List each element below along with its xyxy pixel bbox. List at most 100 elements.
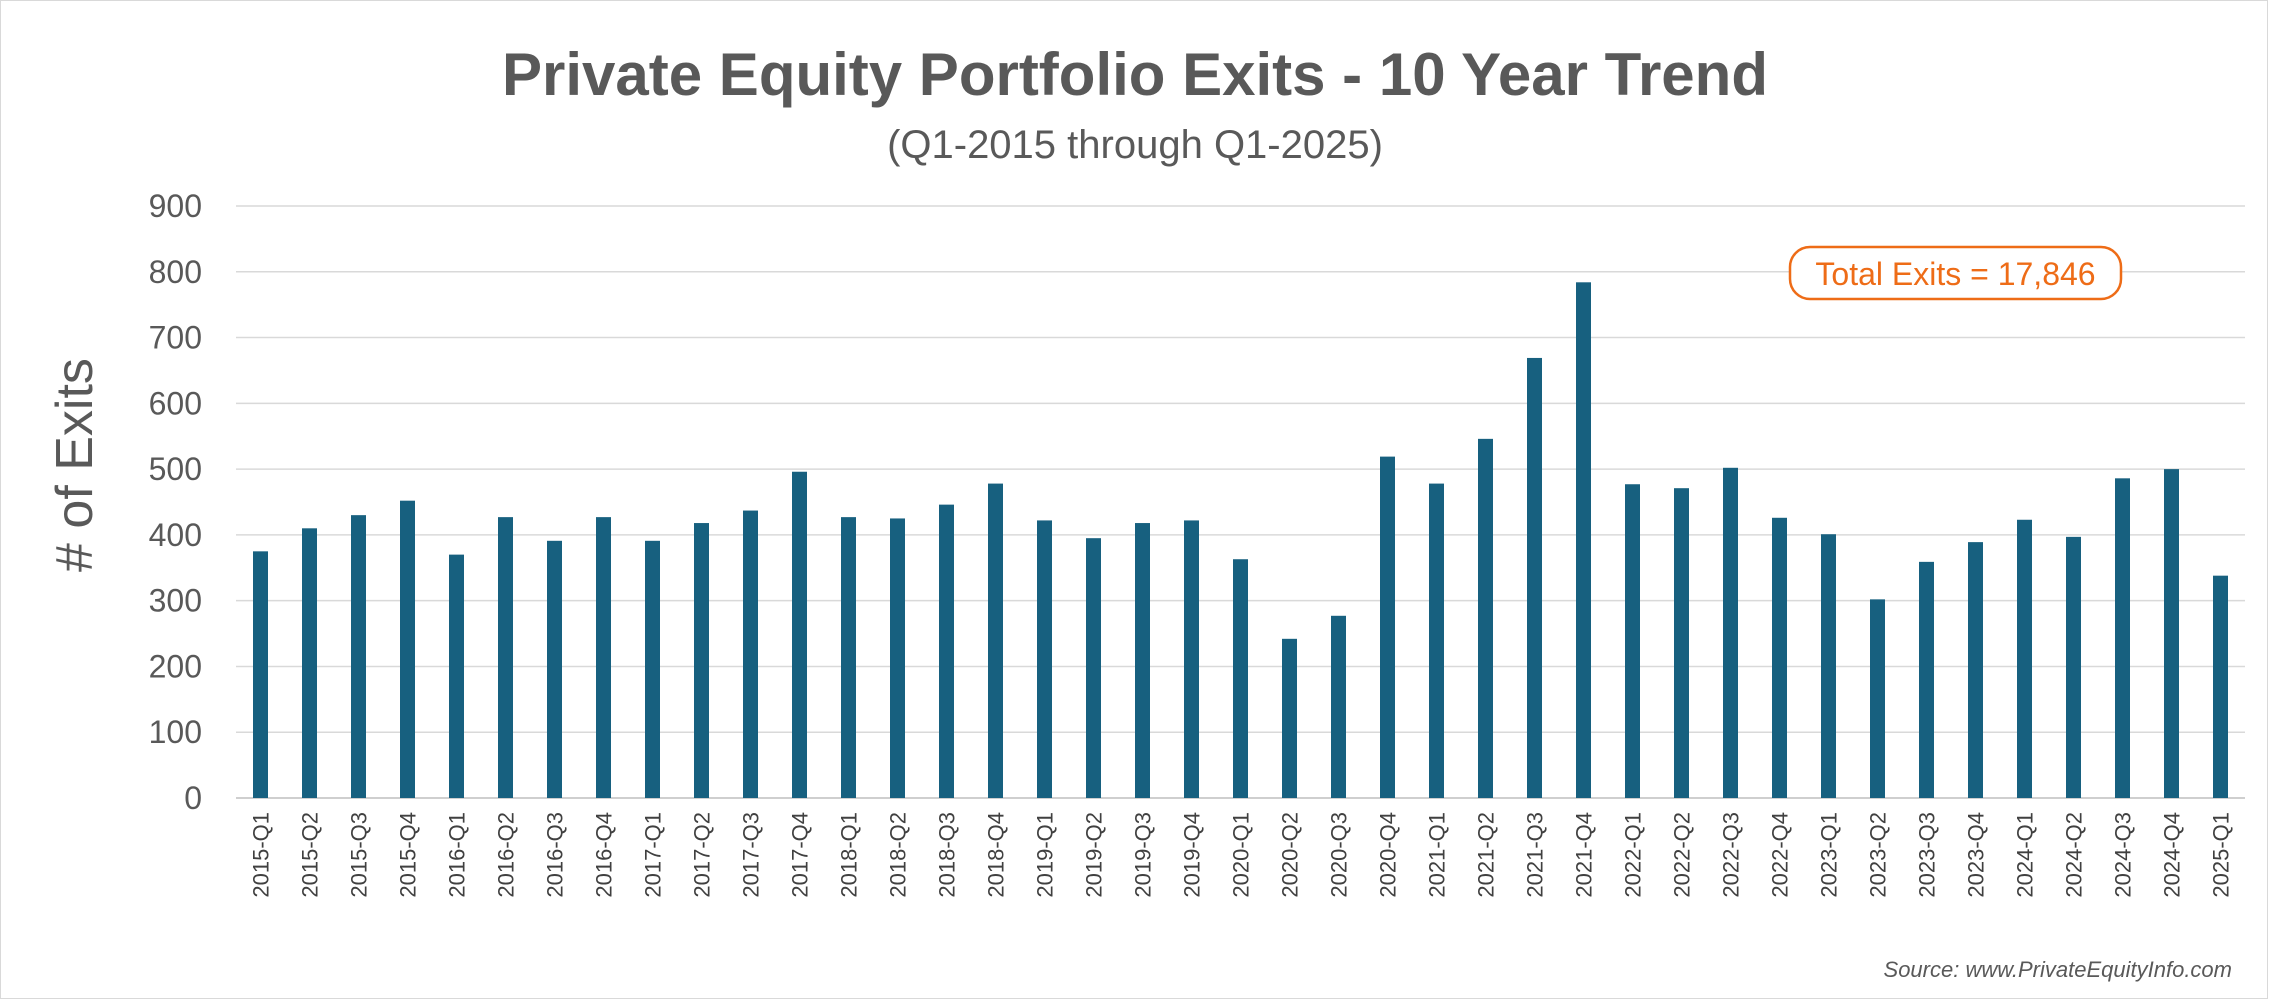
x-tick-label: 2015-Q4 xyxy=(396,812,421,898)
x-tick-label: 2019-Q1 xyxy=(1033,812,1058,898)
x-tick-label: 2019-Q4 xyxy=(1180,812,1205,898)
bar xyxy=(596,517,611,798)
annotation: Total Exits = 17,846 xyxy=(1788,245,2123,301)
x-tick-label: 2022-Q2 xyxy=(1670,812,1695,898)
y-tick-label: 200 xyxy=(149,648,202,684)
annotation-box xyxy=(1788,245,2123,301)
x-tick-label: 2021-Q1 xyxy=(1425,812,1450,898)
x-tick-label: 2022-Q1 xyxy=(1621,812,1646,898)
x-tick-label: 2017-Q1 xyxy=(641,812,666,898)
x-tick-label: 2023-Q3 xyxy=(1915,812,1940,898)
bar xyxy=(449,554,464,798)
x-tick-label: 2017-Q4 xyxy=(788,812,813,898)
x-tick-labels: 2015-Q1 2015-Q2 2015-Q3 2015-Q4 2016-Q1 2016-… xyxy=(249,812,2234,898)
bar xyxy=(1870,599,1885,798)
bar xyxy=(1576,282,1591,798)
y-tick-label: 500 xyxy=(149,451,202,487)
x-tick-label: 2022-Q4 xyxy=(1768,812,1793,898)
source-note: Source: www.PrivateEquityInfo.com xyxy=(1883,957,2232,982)
x-tick-label: 2024-Q1 xyxy=(2013,812,2038,898)
bar xyxy=(2017,519,2032,798)
y-tick-label: 400 xyxy=(149,517,202,553)
x-tick-label: 2015-Q1 xyxy=(249,812,274,898)
bar xyxy=(1625,484,1640,798)
y-tick-label: 800 xyxy=(149,254,202,290)
x-tick-label: 2020-Q1 xyxy=(1229,812,1254,898)
x-tick-label: 2017-Q2 xyxy=(690,812,715,898)
x-tick-label: 2016-Q4 xyxy=(592,812,617,898)
bar xyxy=(1184,520,1199,798)
bar xyxy=(302,528,317,798)
chart-subtitle: (Q1-2015 through Q1-2025) xyxy=(887,123,1383,167)
x-tick-label: 2019-Q3 xyxy=(1131,812,1156,898)
chart-title: Private Equity Portfolio Exits - 10 Year… xyxy=(502,41,1768,108)
x-tick-label: 2020-Q4 xyxy=(1376,812,1401,898)
bar xyxy=(694,523,709,798)
x-tick-label: 2015-Q2 xyxy=(298,812,323,898)
x-tick-label: 2018-Q4 xyxy=(984,812,1009,898)
bar xyxy=(1919,561,1934,798)
bar xyxy=(792,471,807,798)
bar xyxy=(1723,467,1738,798)
bar xyxy=(1772,517,1787,798)
x-tick-label: 2021-Q3 xyxy=(1523,812,1548,898)
y-tick-labels: 0 100 200 300 400 500 600 700 800 900 xyxy=(149,188,202,816)
x-tick-label: 2022-Q3 xyxy=(1719,812,1744,898)
x-tick-label: 2020-Q3 xyxy=(1327,812,1352,898)
bar xyxy=(351,515,366,798)
bar xyxy=(1968,542,1983,798)
y-tick-label: 300 xyxy=(149,583,202,619)
bar xyxy=(988,483,1003,798)
bar xyxy=(1821,534,1836,798)
bar xyxy=(1527,357,1542,798)
bar xyxy=(498,517,513,798)
bar xyxy=(2066,536,2081,798)
x-tick-label: 2023-Q4 xyxy=(1964,812,1989,898)
x-tick-label: 2024-Q4 xyxy=(2160,812,2185,898)
bar xyxy=(1380,456,1395,798)
x-tick-label: 2019-Q2 xyxy=(1082,812,1107,898)
bar xyxy=(743,510,758,798)
y-tick-label: 100 xyxy=(149,714,202,750)
bar xyxy=(1331,615,1346,798)
x-tick-label: 2024-Q2 xyxy=(2062,812,2087,898)
x-tick-label: 2018-Q1 xyxy=(837,812,862,898)
x-tick-label: 2025-Q1 xyxy=(2209,812,2234,898)
x-tick-label: 2021-Q4 xyxy=(1572,812,1597,898)
annotation-text: Total Exits = 17,846 xyxy=(1815,256,2095,292)
x-tick-label: 2021-Q2 xyxy=(1474,812,1499,898)
bar xyxy=(1674,488,1689,798)
bar xyxy=(1086,538,1101,798)
bars xyxy=(253,282,2228,798)
x-tick-label: 2015-Q3 xyxy=(347,812,372,898)
x-tick-label: 2023-Q1 xyxy=(1817,812,1842,898)
bar xyxy=(1037,520,1052,798)
x-tick-label: 2018-Q2 xyxy=(886,812,911,898)
bar xyxy=(2213,575,2228,798)
x-tick-label: 2024-Q3 xyxy=(2111,812,2136,898)
y-tick-label: 900 xyxy=(149,188,202,224)
y-tick-label: 0 xyxy=(184,780,202,816)
x-tick-label: 2018-Q3 xyxy=(935,812,960,898)
bar xyxy=(1478,438,1493,798)
bar xyxy=(253,551,268,798)
bar xyxy=(841,517,856,798)
bar xyxy=(1429,483,1444,798)
bar xyxy=(400,500,415,798)
bar xyxy=(1135,523,1150,798)
bar xyxy=(547,540,562,798)
bar xyxy=(1233,559,1248,798)
bar xyxy=(890,518,905,798)
y-tick-label: 700 xyxy=(149,320,202,356)
x-tick-label: 2016-Q1 xyxy=(445,812,470,898)
bar xyxy=(645,540,660,798)
x-tick-label: 2016-Q3 xyxy=(543,812,568,898)
x-tick-label: 2016-Q2 xyxy=(494,812,519,898)
x-tick-label: 2017-Q3 xyxy=(739,812,764,898)
bar xyxy=(2164,469,2179,798)
y-tick-label: 600 xyxy=(149,385,202,421)
x-tick-label: 2023-Q2 xyxy=(1866,812,1891,898)
bar xyxy=(2115,478,2130,798)
bar xyxy=(939,504,954,798)
